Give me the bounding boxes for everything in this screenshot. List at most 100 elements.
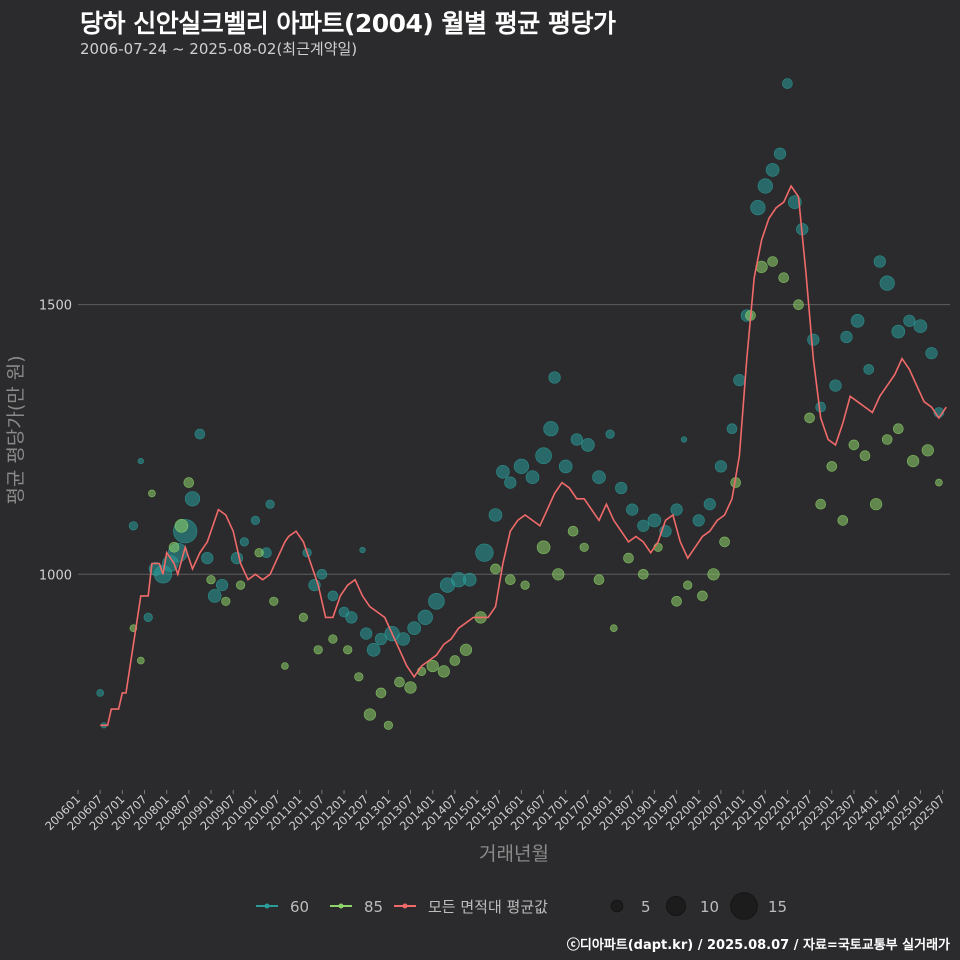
- bubble-60: [815, 401, 827, 413]
- bubble-85: [343, 645, 353, 655]
- bubble-85: [520, 580, 530, 590]
- bubble-85: [593, 574, 605, 586]
- chart-subtitle: 2006-07-24 ~ 2025-08-02(최근계약일): [80, 40, 358, 58]
- bubble-60: [840, 330, 853, 344]
- x-axis-title: 거래년월: [479, 843, 549, 865]
- bubble-60: [850, 313, 865, 328]
- legend-series-avg-label: 모든 면적대 평균값: [428, 898, 548, 916]
- bubble-85: [236, 580, 246, 590]
- bubble-85: [281, 662, 289, 670]
- bubble-85: [623, 552, 634, 564]
- bubble-60: [359, 546, 366, 554]
- bubble-60: [891, 324, 906, 339]
- bubble-60: [879, 275, 895, 291]
- bubble-60: [207, 589, 222, 603]
- bubble-85: [935, 478, 943, 487]
- bubble-60: [925, 347, 938, 360]
- legend-series-85-dot: [338, 903, 344, 909]
- y-axis-title: 평균 평당가(만 원): [5, 355, 27, 504]
- legend: 60 85 모든 면적대 평균값 5 10 15: [256, 892, 787, 920]
- bubble-60: [184, 491, 201, 507]
- bubble-85: [254, 548, 264, 558]
- bubble-60: [913, 319, 928, 334]
- bubble-85: [437, 665, 450, 678]
- bubble-60: [407, 621, 422, 636]
- bubble-60: [829, 379, 842, 392]
- bubble-60: [692, 514, 705, 527]
- y-tick-label: 1000: [39, 568, 72, 583]
- bubble-85: [313, 645, 323, 655]
- bubble-85: [375, 687, 387, 699]
- y-tick-label: 1500: [39, 299, 72, 314]
- bubble-60: [548, 371, 561, 384]
- bubble-85: [137, 656, 145, 665]
- bubble-85: [536, 540, 551, 555]
- bubble-85: [148, 489, 156, 498]
- bubble-85: [609, 624, 618, 633]
- bubble-60: [647, 513, 662, 528]
- legend-series-avg-dot: [402, 903, 408, 909]
- legend-size-15-label: 15: [768, 898, 787, 916]
- bubble-60: [605, 429, 615, 439]
- legend-size-10-marker: [666, 896, 686, 916]
- bubble-60: [558, 459, 573, 474]
- bubble-60: [757, 178, 773, 194]
- bubble-60: [773, 147, 787, 160]
- bubble-85: [778, 272, 790, 284]
- bubble-85: [206, 575, 216, 585]
- bubble-60: [488, 508, 503, 522]
- bubble-85: [394, 676, 405, 688]
- bubble-60: [873, 255, 886, 268]
- bubble-85: [221, 596, 231, 606]
- bubble-60: [345, 611, 358, 624]
- bubble-60: [525, 470, 540, 485]
- bubble-60: [366, 642, 381, 657]
- grid-layer: [78, 304, 950, 575]
- bubble-60: [581, 438, 595, 452]
- bubble-85: [168, 541, 180, 553]
- bubble-85: [804, 412, 815, 424]
- avg-price-line: [100, 184, 947, 727]
- bubble-85: [459, 643, 473, 656]
- bubble-85: [183, 477, 195, 488]
- bubble-60: [782, 78, 793, 89]
- legend-size-5-label: 5: [641, 898, 651, 916]
- bubble-60: [250, 515, 260, 526]
- bubble-60: [626, 503, 639, 516]
- bubble-85: [504, 574, 516, 586]
- bubble-60: [327, 590, 339, 602]
- bubble-60: [417, 609, 433, 626]
- bubble-85: [363, 708, 377, 721]
- bubble-85: [426, 659, 439, 673]
- bubble-60: [194, 428, 206, 440]
- bubble-60: [615, 481, 628, 495]
- bubble-85: [579, 542, 589, 552]
- legend-series-60-dot: [264, 903, 270, 909]
- bubble-85: [552, 568, 565, 581]
- bubble-85: [354, 672, 364, 682]
- legend-series-85-label: 85: [364, 898, 383, 916]
- bubble-60: [462, 572, 477, 587]
- legend-series-60-label: 60: [290, 898, 309, 916]
- legend-size-10-label: 10: [700, 898, 719, 916]
- y-tick-labels: 1000 1500: [39, 299, 72, 584]
- bubble-60: [360, 627, 373, 640]
- x-tick-labels: 2006012006072007012007072008012008072009…: [42, 790, 948, 833]
- bubble-85: [404, 681, 417, 694]
- bubble-85: [719, 536, 730, 548]
- bubble-85: [269, 596, 279, 606]
- bubble-85: [859, 450, 871, 462]
- bubble-60: [733, 374, 746, 387]
- bubble-60: [128, 521, 138, 531]
- bubble-85: [298, 612, 309, 623]
- bubble-60: [316, 568, 328, 580]
- bubble-60: [543, 421, 559, 437]
- bubble-60: [504, 476, 517, 489]
- bubble-85: [892, 423, 904, 435]
- bubble-60: [513, 458, 530, 475]
- bubble-85: [767, 256, 778, 267]
- bubble-60: [637, 519, 650, 532]
- bubble-60: [714, 460, 728, 473]
- bubble-85: [881, 434, 893, 445]
